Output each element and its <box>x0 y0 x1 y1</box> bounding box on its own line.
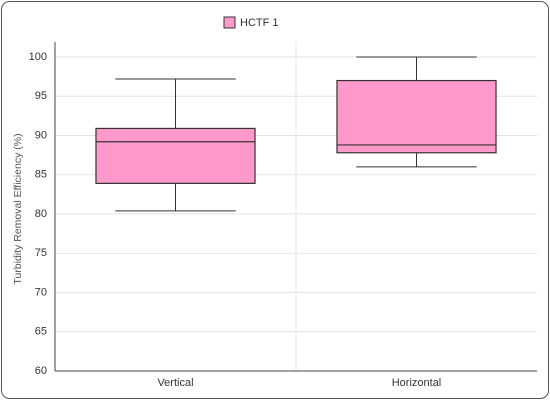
legend-swatch <box>223 16 236 29</box>
x-tick-label: Horizontal <box>392 377 442 389</box>
y-axis-label: Turbidity Removal Efficiency (%) <box>12 133 24 284</box>
y-tick-label: 100 <box>29 51 47 63</box>
y-tick-label: 75 <box>35 247 47 259</box>
x-tick-label: Vertical <box>157 377 193 389</box>
legend-label: HCTF 1 <box>240 17 279 29</box>
y-tick-label: 85 <box>35 169 47 181</box>
box <box>95 127 256 184</box>
box <box>336 79 497 154</box>
y-tick-label: 65 <box>35 326 47 338</box>
y-tick-label: 90 <box>35 129 47 141</box>
y-tick-label: 60 <box>35 365 47 377</box>
y-tick-label: 70 <box>35 286 47 298</box>
y-tick-label: 95 <box>35 90 47 102</box>
y-tick-label: 80 <box>35 208 47 220</box>
